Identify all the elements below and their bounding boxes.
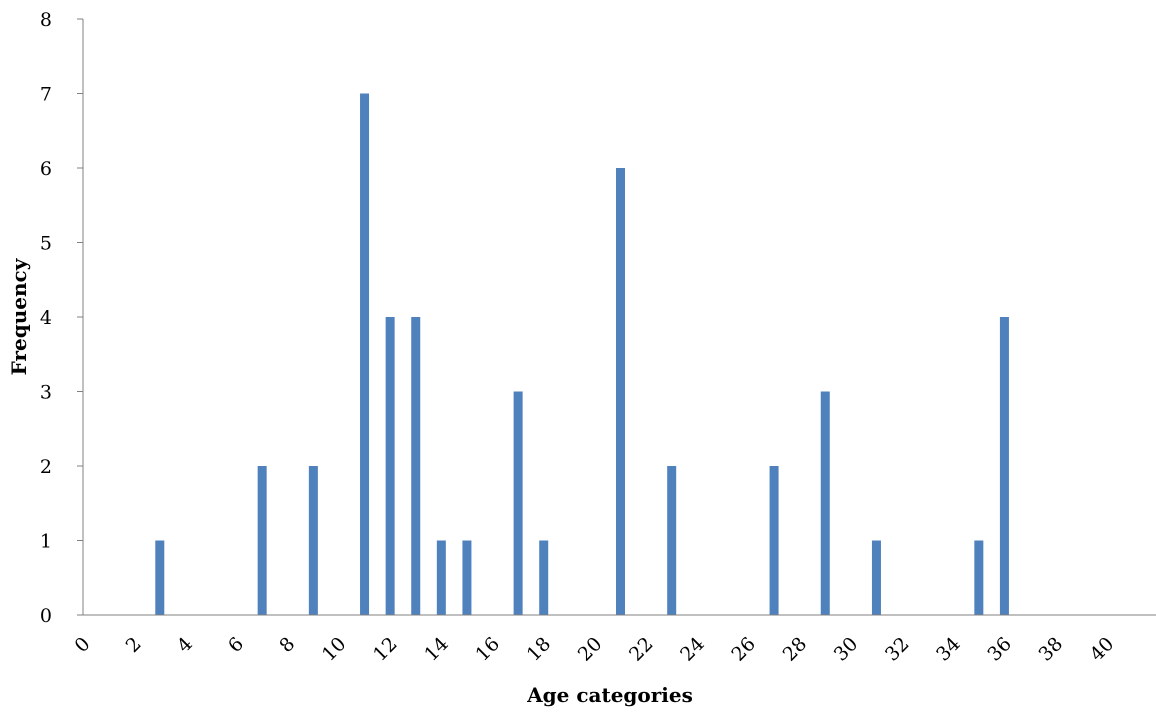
x-tick-label: 8 xyxy=(275,633,299,657)
x-axis-ticks: 0 2 4 6 8 10 12 14 16 18 20 22 24 26 28 30 32 34 36 38 40 xyxy=(70,633,1118,666)
y-tick-label: 0 xyxy=(40,605,52,627)
x-tick-label: 0 xyxy=(70,633,94,657)
x-tick-label: 38 xyxy=(1034,633,1067,666)
bar xyxy=(308,466,318,615)
bar xyxy=(257,466,267,615)
x-tick-label: 34 xyxy=(932,633,965,666)
x-tick-label: 40 xyxy=(1086,633,1119,666)
bar xyxy=(667,466,677,615)
bar xyxy=(436,540,446,615)
y-tick-label: 4 xyxy=(40,307,52,329)
x-tick-label: 10 xyxy=(318,633,351,666)
x-tick-label: 18 xyxy=(523,633,556,666)
x-tick-label: 20 xyxy=(574,633,607,666)
bar xyxy=(999,317,1009,615)
bar xyxy=(513,391,523,615)
x-tick-label: 12 xyxy=(369,633,402,666)
x-tick-label: 2 xyxy=(122,633,146,657)
x-tick-label: 14 xyxy=(420,633,453,666)
y-axis-title: Frequency xyxy=(7,257,31,375)
x-tick-label: 22 xyxy=(625,633,658,666)
x-tick-label: 4 xyxy=(173,633,197,657)
x-tick-label: 28 xyxy=(779,633,812,666)
y-tick-label: 1 xyxy=(40,531,52,553)
bar xyxy=(769,466,779,615)
x-axis-title: Age categories xyxy=(526,683,693,707)
bar xyxy=(820,391,830,615)
bar xyxy=(539,540,549,615)
x-tick-label: 32 xyxy=(881,633,914,666)
bar xyxy=(871,540,881,615)
x-tick-label: 6 xyxy=(224,633,248,657)
bars xyxy=(155,93,1009,615)
x-tick-label: 16 xyxy=(471,633,504,666)
x-tick-label: 30 xyxy=(830,633,863,666)
y-tick-label: 8 xyxy=(40,9,52,31)
y-tick-label: 7 xyxy=(40,84,52,106)
bar xyxy=(462,540,472,615)
y-tick-label: 5 xyxy=(40,233,52,255)
bar xyxy=(411,317,421,615)
bar xyxy=(385,317,395,615)
bar xyxy=(155,540,165,615)
x-tick-label: 36 xyxy=(983,633,1016,666)
y-tick-label: 2 xyxy=(40,456,52,478)
y-tick-label: 3 xyxy=(40,382,52,404)
x-tick-label: 26 xyxy=(727,633,760,666)
bar xyxy=(360,93,370,615)
x-tick-label: 24 xyxy=(676,633,709,666)
bar xyxy=(616,168,625,615)
y-axis-ticks: 0 1 2 3 4 5 6 7 8 xyxy=(40,9,83,627)
bar xyxy=(974,540,984,615)
y-tick-label: 6 xyxy=(40,158,52,180)
